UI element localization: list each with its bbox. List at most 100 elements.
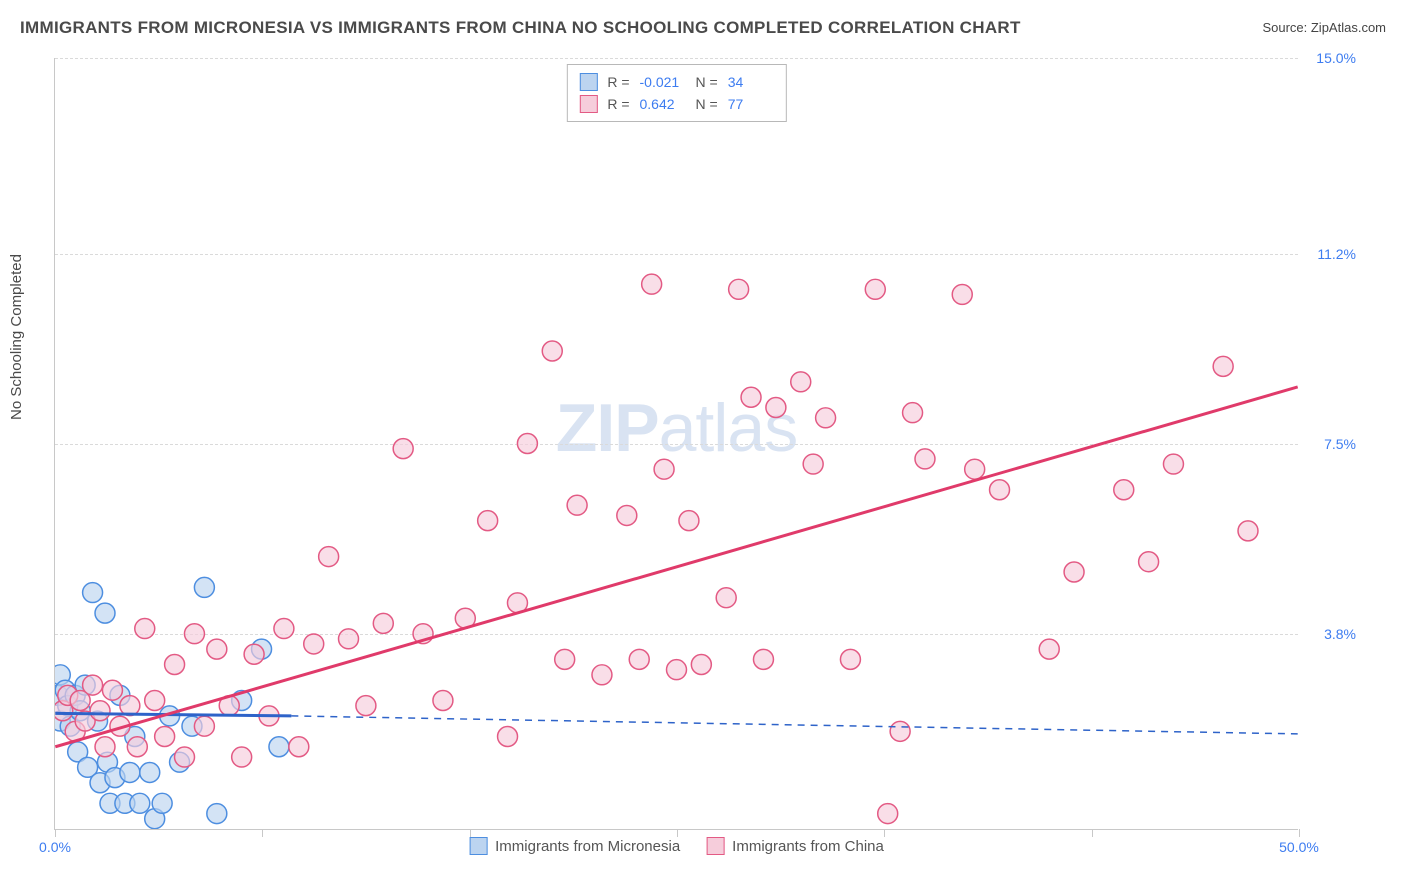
data-point xyxy=(393,439,413,459)
data-point xyxy=(207,804,227,824)
data-point xyxy=(130,793,150,813)
legend-item-1: Immigrants from Micronesia xyxy=(469,837,680,855)
data-point xyxy=(667,660,687,680)
data-point xyxy=(803,454,823,474)
data-point xyxy=(1163,454,1183,474)
x-tick xyxy=(1299,829,1300,837)
data-point xyxy=(83,675,103,695)
n-value-series-2: 77 xyxy=(728,96,774,112)
data-point xyxy=(592,665,612,685)
correlation-legend: R = -0.021 N = 34 R = 0.642 N = 77 xyxy=(566,64,786,122)
data-point xyxy=(140,762,160,782)
trend-line xyxy=(55,387,1297,747)
data-point xyxy=(175,747,195,767)
data-point xyxy=(165,655,185,675)
data-point xyxy=(741,387,761,407)
data-point xyxy=(120,762,140,782)
scatter-svg xyxy=(55,58,1298,829)
swatch-bottom-1 xyxy=(469,837,487,855)
data-point xyxy=(478,511,498,531)
data-point xyxy=(274,619,294,639)
data-point xyxy=(95,737,115,757)
data-point xyxy=(102,680,122,700)
x-tick xyxy=(262,829,263,837)
y-tick-label: 3.8% xyxy=(1324,626,1356,642)
data-point xyxy=(729,279,749,299)
r-value-series-1: -0.021 xyxy=(640,74,686,90)
data-point xyxy=(679,511,699,531)
swatch-series-1 xyxy=(579,73,597,91)
legend-row-series-2: R = 0.642 N = 77 xyxy=(579,93,773,115)
data-point xyxy=(555,649,575,669)
data-point xyxy=(433,691,453,711)
data-point xyxy=(145,691,165,711)
data-point xyxy=(1064,562,1084,582)
data-point xyxy=(840,649,860,669)
data-point xyxy=(716,588,736,608)
data-point xyxy=(83,583,103,603)
data-point xyxy=(152,793,172,813)
data-point xyxy=(642,274,662,294)
data-point xyxy=(816,408,836,428)
x-tick-label: 50.0% xyxy=(1279,839,1319,855)
data-point xyxy=(617,505,637,525)
data-point xyxy=(339,629,359,649)
data-point xyxy=(356,696,376,716)
data-point xyxy=(1139,552,1159,572)
data-point xyxy=(766,398,786,418)
data-point xyxy=(990,480,1010,500)
data-point xyxy=(207,639,227,659)
y-axis-label: No Schooling Completed xyxy=(8,254,25,420)
data-point xyxy=(184,624,204,644)
data-point xyxy=(289,737,309,757)
data-point xyxy=(194,716,214,736)
x-tick-label: 0.0% xyxy=(39,839,71,855)
data-point xyxy=(654,459,674,479)
data-point xyxy=(127,737,147,757)
legend-item-2: Immigrants from China xyxy=(706,837,884,855)
data-point xyxy=(791,372,811,392)
data-point xyxy=(915,449,935,469)
x-tick xyxy=(55,829,56,837)
data-point xyxy=(244,644,264,664)
data-point xyxy=(753,649,773,669)
data-point xyxy=(952,284,972,304)
data-point xyxy=(373,613,393,633)
x-tick xyxy=(884,829,885,837)
y-tick-label: 7.5% xyxy=(1324,436,1356,452)
data-point xyxy=(1213,356,1233,376)
data-point xyxy=(865,279,885,299)
data-point xyxy=(567,495,587,515)
data-point xyxy=(542,341,562,361)
y-tick-label: 15.0% xyxy=(1316,50,1356,66)
trend-line-extension xyxy=(291,716,1297,734)
chart-plot-area: ZIPatlas R = -0.021 N = 34 R = 0.642 N =… xyxy=(54,58,1298,830)
data-point xyxy=(95,603,115,623)
data-point xyxy=(629,649,649,669)
source-attribution: Source: ZipAtlas.com xyxy=(1262,20,1386,35)
swatch-bottom-2 xyxy=(706,837,724,855)
data-point xyxy=(903,403,923,423)
r-value-series-2: 0.642 xyxy=(640,96,686,112)
x-tick xyxy=(470,829,471,837)
data-point xyxy=(194,577,214,597)
data-point xyxy=(269,737,289,757)
data-point xyxy=(155,726,175,746)
data-point xyxy=(498,726,518,746)
data-point xyxy=(878,804,898,824)
x-tick xyxy=(1092,829,1093,837)
data-point xyxy=(517,434,537,454)
data-point xyxy=(304,634,324,654)
data-point xyxy=(232,747,252,767)
data-point xyxy=(1238,521,1258,541)
chart-title: IMMIGRANTS FROM MICRONESIA VS IMMIGRANTS… xyxy=(20,18,1021,38)
data-point xyxy=(1039,639,1059,659)
data-point xyxy=(1114,480,1134,500)
data-point xyxy=(90,701,110,721)
data-point xyxy=(890,721,910,741)
series-legend: Immigrants from Micronesia Immigrants fr… xyxy=(469,837,884,855)
y-tick-label: 11.2% xyxy=(1317,246,1356,262)
swatch-series-2 xyxy=(579,95,597,113)
n-value-series-1: 34 xyxy=(728,74,774,90)
data-point xyxy=(965,459,985,479)
